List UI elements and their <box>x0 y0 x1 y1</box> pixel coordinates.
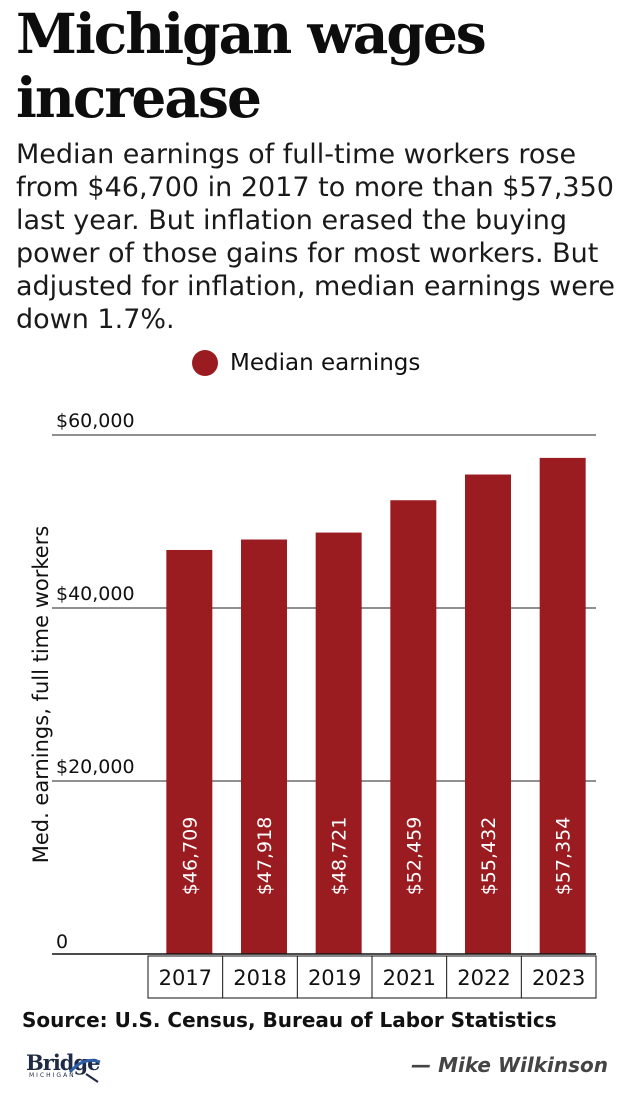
bar <box>465 474 511 954</box>
bar <box>241 539 287 954</box>
x-tick-label: 2021 <box>383 966 436 990</box>
y-tick-label: $20,000 <box>56 756 135 778</box>
source-note: Source: U.S. Census, Bureau of Labor Sta… <box>22 1008 557 1032</box>
x-tick-label: 2017 <box>159 966 212 990</box>
bar-data-label: $46,709 <box>179 817 201 896</box>
logo-swoosh-icon <box>68 1058 101 1083</box>
chart-subtitle: Median earnings of full-time workers ros… <box>16 139 615 335</box>
bar <box>166 549 213 954</box>
bar-data-label: $52,459 <box>403 817 425 896</box>
bar <box>315 532 362 954</box>
chart-title: Michigan wages increase <box>16 1 487 130</box>
bar-data-label: $47,918 <box>254 817 276 896</box>
bridge-logo: Bridge MICHIGAN <box>26 1050 106 1084</box>
bar <box>390 500 437 954</box>
x-tick-label: 2019 <box>308 966 361 990</box>
y-tick-label: 0 <box>56 931 68 953</box>
y-axis-title: Med. earnings, full time workers <box>29 526 53 864</box>
legend-label: Median earnings <box>230 350 421 376</box>
logo-subtext: MICHIGAN <box>29 1072 76 1079</box>
bar-chart: 0 $20,000 $40,000 $60,000 Med. earnings, ful… <box>29 410 597 999</box>
y-tick-label: $40,000 <box>56 583 135 605</box>
y-tick-label: $60,000 <box>56 410 135 432</box>
legend: Median earnings <box>192 350 420 376</box>
bar-data-label: $55,432 <box>478 817 500 896</box>
x-tick-label: 2022 <box>457 966 510 990</box>
legend-swatch <box>192 350 218 376</box>
bar <box>539 457 586 954</box>
logo-wordmark: Bridge <box>26 1050 101 1075</box>
author-credit: — Mike Wilkinson <box>411 1053 608 1077</box>
x-tick-label: 2023 <box>532 966 585 990</box>
x-tick-label: 2018 <box>233 966 286 990</box>
bar-data-label: $57,354 <box>553 817 575 896</box>
bar-data-label: $48,721 <box>329 817 351 896</box>
